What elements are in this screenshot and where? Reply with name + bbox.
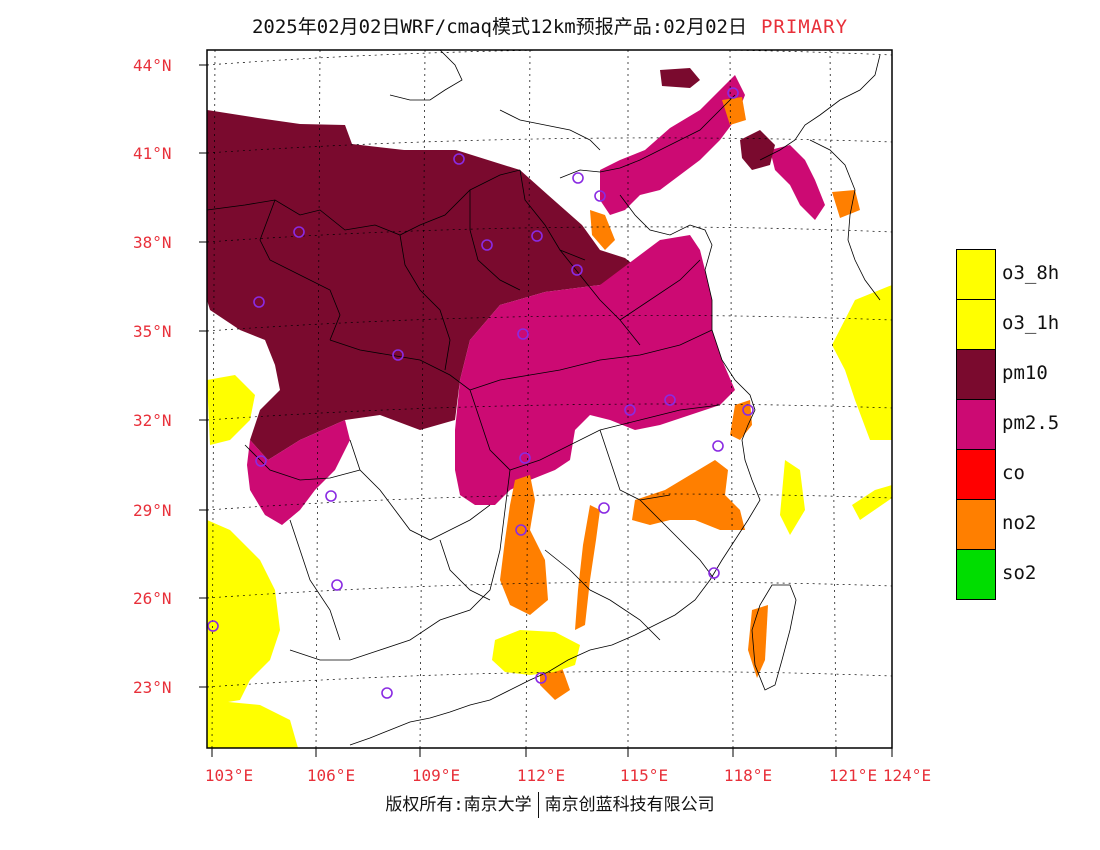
no2-patch-fujian <box>632 460 745 530</box>
o3-patch-eastsea <box>832 285 892 440</box>
station-marker <box>531 230 543 242</box>
legend-label: co <box>1002 462 1025 484</box>
footer-divider <box>537 792 539 818</box>
copyright-footer: 版权所有:南京大学 南京创蓝科技有限公司 <box>0 790 1100 818</box>
pm10-patch-ne <box>740 130 775 170</box>
no2-patch-korea <box>832 190 860 218</box>
lon-label: 112°E <box>516 766 566 785</box>
station-marker <box>325 490 337 502</box>
lon-label: 115°E <box>619 766 669 785</box>
lat-label: 38°N <box>133 233 172 252</box>
no2-patch-dalian <box>722 97 746 125</box>
lon-label: 124°E <box>882 766 932 785</box>
legend-swatch <box>956 349 996 400</box>
station-marker <box>727 87 739 99</box>
no2-patch-shanghai <box>730 400 752 440</box>
legend-label: no2 <box>1002 512 1037 534</box>
station-marker <box>594 190 606 202</box>
station-marker <box>742 404 754 416</box>
pm25-region-ne <box>600 75 745 215</box>
no2-patch-hunan <box>500 475 548 615</box>
station-marker <box>253 296 265 308</box>
station-marker <box>664 394 676 406</box>
o3-patch-eastsea-2 <box>780 460 805 535</box>
legend-swatch <box>956 399 996 450</box>
station-marker <box>293 226 305 238</box>
legend-label: so2 <box>1002 562 1037 584</box>
station-marker <box>392 349 404 361</box>
legend-label: pm2.5 <box>1002 412 1060 434</box>
title-text: 2025年02月02日WRF/cmaq模式12km预报产品:02月02日 <box>251 16 747 38</box>
lat-label: 23°N <box>133 678 172 697</box>
lat-label: 35°N <box>133 322 172 341</box>
primary-tag: PRIMARY <box>760 16 849 38</box>
no2-patch-jiangxi <box>575 505 600 630</box>
lat-label: 41°N <box>133 144 172 163</box>
map-frame <box>206 49 893 749</box>
copyright-left: 版权所有:南京大学 <box>385 795 532 815</box>
lat-label: 32°N <box>133 411 172 430</box>
station-marker <box>712 440 724 452</box>
station-marker <box>708 567 720 579</box>
station-marker <box>481 239 493 251</box>
lat-label: 26°N <box>133 589 172 608</box>
legend-label: o3_1h <box>1002 312 1060 334</box>
pm25-region-sw <box>247 420 350 525</box>
station-marker <box>381 687 393 699</box>
station-markers <box>207 87 754 699</box>
pm25-region <box>455 235 735 505</box>
lon-label: 121°E <box>828 766 878 785</box>
legend-swatch <box>956 249 996 300</box>
o3-patch-yunnan-w <box>207 520 280 705</box>
station-marker <box>624 404 636 416</box>
o3-patch-sw-corner <box>207 700 298 748</box>
legend-label: pm10 <box>1002 362 1048 384</box>
o3-patch-eastsea-3 <box>852 485 892 520</box>
lon-label: 106°E <box>306 766 356 785</box>
station-marker <box>598 502 610 514</box>
station-marker <box>515 524 527 536</box>
station-marker <box>519 452 531 464</box>
station-marker <box>517 328 529 340</box>
station-marker <box>571 264 583 276</box>
map-title: 2025年02月02日WRF/cmaq模式12km预报产品:02月02日 PRIM… <box>0 12 1100 39</box>
o3-patch-sichuan-w <box>207 375 255 445</box>
station-marker <box>331 579 343 591</box>
legend-swatch <box>956 299 996 350</box>
legend-swatch <box>956 499 996 550</box>
station-marker <box>207 620 219 632</box>
lon-label: 118°E <box>723 766 773 785</box>
lon-label: 109°E <box>411 766 461 785</box>
pm10-patch-north <box>660 68 700 88</box>
station-marker <box>535 672 547 684</box>
legend-label: o3_8h <box>1002 262 1060 284</box>
o3-patch-guangdong <box>492 630 580 675</box>
no2-patch-taiwan <box>748 605 768 678</box>
lat-label: 29°N <box>133 501 172 520</box>
lat-label: 44°N <box>133 56 172 75</box>
station-marker <box>453 153 465 165</box>
copyright-right: 南京创蓝科技有限公司 <box>544 795 715 815</box>
legend-swatch <box>956 549 996 600</box>
pm25-region-liaoning <box>770 145 825 220</box>
legend-swatch <box>956 449 996 500</box>
station-marker <box>255 455 267 467</box>
no2-patch-bohai <box>590 210 615 250</box>
lon-label: 103°E <box>204 766 254 785</box>
station-marker <box>572 172 584 184</box>
